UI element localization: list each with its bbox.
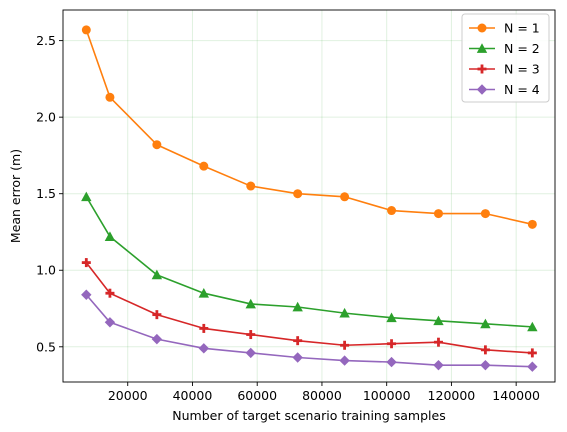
data-point xyxy=(433,209,443,219)
data-point xyxy=(152,310,162,320)
data-point xyxy=(480,209,490,219)
data-point xyxy=(245,347,256,359)
legend-item: N = 1 xyxy=(469,21,540,36)
data-point xyxy=(152,140,162,150)
x-tick-label: 60000 xyxy=(237,388,277,403)
data-point xyxy=(246,181,256,191)
data-point xyxy=(340,192,350,202)
y-axis-label: Mean error (m) xyxy=(8,149,23,243)
plot-frame xyxy=(62,9,556,383)
x-axis: 20000 40000 60000 80000 100000 120000 140000 xyxy=(108,382,540,403)
series-1 xyxy=(81,25,537,229)
data-point xyxy=(81,258,91,268)
legend-marker xyxy=(476,43,488,53)
legend: N = 1 N = 2 N = 3 N = 4 xyxy=(461,13,550,103)
data-point xyxy=(433,359,444,371)
y-tick-label: 1.0 xyxy=(36,263,56,278)
x-tick-label: 140000 xyxy=(492,388,540,403)
legend-marker xyxy=(476,84,488,95)
data-point xyxy=(480,318,491,329)
legend-label: N = 4 xyxy=(504,82,540,97)
data-point xyxy=(433,337,443,347)
series-3 xyxy=(81,258,537,358)
legend-label: N = 1 xyxy=(504,21,540,36)
series-2 xyxy=(81,191,538,332)
legend-label: N = 3 xyxy=(504,62,540,77)
data-point xyxy=(339,307,350,318)
data-point xyxy=(199,161,209,171)
data-point xyxy=(386,312,397,323)
data-point xyxy=(245,298,256,309)
x-tick-label: 20000 xyxy=(108,388,148,403)
data-point xyxy=(527,348,537,358)
data-point xyxy=(527,361,538,372)
legend-item: N = 2 xyxy=(469,41,540,56)
legend-box xyxy=(461,13,550,103)
y-tick-label: 2.5 xyxy=(36,33,56,48)
data-point xyxy=(293,336,303,346)
data-point xyxy=(81,25,91,35)
data-point xyxy=(527,321,538,332)
data-point xyxy=(480,345,490,355)
data-point xyxy=(480,359,491,371)
x-tick-label: 100000 xyxy=(363,388,411,403)
data-point xyxy=(340,340,350,350)
legend-marker xyxy=(477,23,487,33)
y-tick-label: 0.5 xyxy=(36,339,56,354)
y-tick-label: 1.5 xyxy=(36,186,56,201)
data-point xyxy=(199,323,209,333)
data-point xyxy=(104,231,116,241)
series-layer xyxy=(81,25,538,372)
data-point xyxy=(105,288,115,298)
y-axis: 0.5 1.0 1.5 2.0 2.5 xyxy=(36,33,63,354)
data-point xyxy=(105,92,115,102)
data-point xyxy=(386,356,397,368)
data-point xyxy=(387,339,397,349)
data-point xyxy=(293,189,303,199)
data-point xyxy=(433,315,444,326)
x-axis-label: Number of target scenario training sampl… xyxy=(172,408,445,423)
x-tick-label: 120000 xyxy=(428,388,476,403)
data-point xyxy=(104,317,116,328)
data-point xyxy=(339,355,350,366)
data-point xyxy=(81,289,92,300)
data-point xyxy=(292,301,303,312)
series-4 xyxy=(81,289,538,372)
x-tick-label: 80000 xyxy=(302,388,342,403)
data-point xyxy=(198,343,210,354)
data-point xyxy=(151,269,163,280)
x-tick-label: 40000 xyxy=(173,388,213,403)
legend-marker xyxy=(477,64,487,74)
data-point xyxy=(198,288,210,298)
data-point xyxy=(387,206,397,216)
data-point xyxy=(151,333,163,345)
y-tick-label: 2.0 xyxy=(36,110,56,125)
legend-label: N = 2 xyxy=(504,41,540,56)
data-point xyxy=(527,219,537,229)
data-point xyxy=(246,330,256,340)
data-point xyxy=(81,191,92,202)
data-point xyxy=(292,352,303,363)
legend-item: N = 4 xyxy=(469,82,540,97)
legend-item: N = 3 xyxy=(469,62,540,77)
